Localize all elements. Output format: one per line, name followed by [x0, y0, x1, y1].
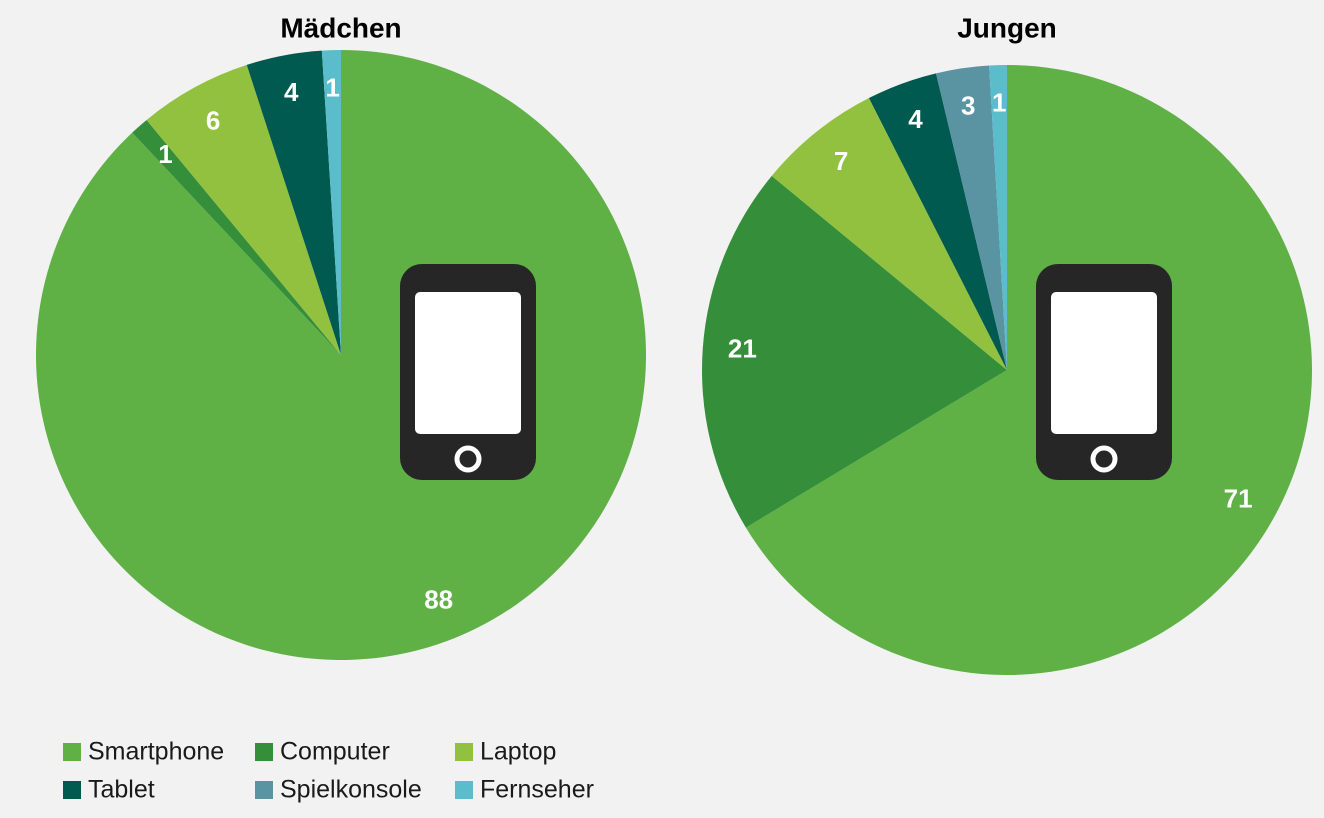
legend-swatch [255, 781, 273, 799]
data-label: 71 [1224, 483, 1253, 513]
chart-title: Jungen [957, 12, 1057, 43]
legend-swatch [455, 743, 473, 761]
phone-icon [1036, 264, 1172, 480]
data-label: 4 [284, 77, 299, 107]
pie-slice [745, 65, 1313, 675]
chart-title: Mädchen [280, 12, 401, 43]
data-label: 6 [206, 105, 220, 135]
data-label: 1 [992, 88, 1006, 118]
data-label: 4 [908, 104, 923, 134]
data-label: 7 [834, 146, 848, 176]
pie-slice [936, 65, 1007, 370]
legend: Smartphone Computer Laptop Tablet Spielkonso… [63, 738, 594, 804]
data-label: 21 [728, 333, 757, 363]
data-label: 1 [325, 73, 339, 103]
legend-swatch [63, 781, 81, 799]
legend-swatch [63, 743, 81, 761]
data-label: 88 [424, 585, 453, 615]
legend-label: Smartphone [88, 738, 224, 766]
legend-label: Spielkonsole [280, 776, 422, 804]
legend-label: Computer [280, 738, 390, 766]
legend-swatch [455, 781, 473, 799]
pie-slice [146, 64, 341, 355]
legend-label: Laptop [480, 738, 556, 766]
phone-icon [400, 264, 536, 480]
data-label: 3 [961, 90, 975, 120]
pie-slice [321, 50, 341, 355]
pie-slice [246, 50, 341, 356]
pie-slice [132, 119, 341, 355]
legend-label: Tablet [88, 776, 155, 804]
pie-slice [702, 175, 1007, 528]
pie-slice [989, 65, 1007, 370]
legend-label: Fernseher [480, 776, 594, 804]
legend-swatch [255, 743, 273, 761]
pie-slice [868, 73, 1007, 370]
pie-slice [771, 98, 1007, 370]
